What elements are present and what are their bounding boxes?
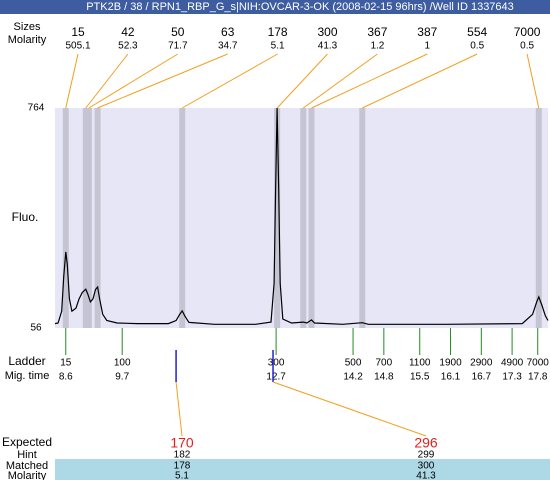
ladder-size: 500 bbox=[345, 358, 362, 369]
peak-size: 50 bbox=[171, 25, 185, 39]
ladder-size: 7000 bbox=[527, 358, 550, 369]
peak-band bbox=[274, 108, 281, 328]
peak-connector bbox=[526, 53, 540, 109]
matched-size: 178 bbox=[174, 461, 191, 472]
chart-title: PTK2B / 38 / RPN1_RBP_G_s|NIH:OVCAR-3-OK… bbox=[86, 1, 514, 13]
peak-band bbox=[300, 108, 307, 328]
peak-size: 300 bbox=[317, 25, 337, 39]
expected-label: Expected bbox=[2, 435, 52, 449]
matched-label: Matched bbox=[6, 460, 48, 472]
hint-size: 182 bbox=[174, 450, 191, 461]
peak-size: 554 bbox=[467, 25, 487, 39]
ladder-size: 15 bbox=[60, 358, 72, 369]
peak-connector bbox=[362, 53, 478, 109]
ladder-time: 17.8 bbox=[528, 372, 548, 383]
expected-connector bbox=[272, 381, 427, 437]
ladder-size: 4900 bbox=[501, 358, 524, 369]
peak-molarity: 71.7 bbox=[168, 41, 188, 52]
expected-size: 296 bbox=[414, 435, 438, 451]
matched-size: 300 bbox=[418, 461, 435, 472]
peak-size: 15 bbox=[71, 25, 85, 39]
peak-molarity: 52.3 bbox=[118, 41, 138, 52]
peak-band bbox=[85, 108, 92, 328]
peak-connector bbox=[85, 53, 129, 109]
molarity-label: Molarity bbox=[8, 34, 47, 46]
ladder-size: 2900 bbox=[470, 358, 493, 369]
peak-size: 367 bbox=[367, 25, 387, 39]
peak-connector bbox=[97, 53, 228, 109]
peak-molarity: 34.7 bbox=[218, 41, 238, 52]
matched-molarity: 5.1 bbox=[175, 471, 189, 480]
ladder-size: 1100 bbox=[409, 358, 431, 369]
peak-band bbox=[535, 108, 542, 328]
peak-connector bbox=[303, 53, 378, 109]
y-tick-label: 764 bbox=[28, 103, 45, 114]
ladder-time: 14.2 bbox=[343, 372, 363, 383]
peak-molarity: 505.1 bbox=[65, 41, 90, 52]
ladder-size: 700 bbox=[375, 358, 392, 369]
ladder-time: 17.3 bbox=[502, 372, 522, 383]
size-label: Sizes bbox=[14, 21, 41, 33]
ladder-time: 16.1 bbox=[441, 372, 461, 383]
expected-size: 170 bbox=[170, 435, 194, 451]
ladder-time: 8.6 bbox=[59, 372, 73, 383]
expected-connector bbox=[175, 381, 183, 437]
ladder-size: 100 bbox=[114, 358, 131, 369]
peak-band bbox=[62, 108, 69, 328]
trace bbox=[54, 107, 549, 325]
peak-connector bbox=[311, 53, 428, 109]
hint-label: Hint bbox=[17, 449, 37, 461]
peak-band bbox=[179, 108, 186, 328]
y-tick-label: 56 bbox=[30, 323, 42, 334]
hint-size: 299 bbox=[418, 450, 435, 461]
peak-molarity: 0.5 bbox=[520, 41, 534, 52]
ladder-label: Ladder bbox=[8, 354, 45, 368]
mig-time-label: Mig. time bbox=[5, 370, 50, 382]
peak-molarity: 0.5 bbox=[470, 41, 484, 52]
peak-size: 42 bbox=[121, 25, 135, 39]
molarity-row-label: Molarity bbox=[8, 470, 47, 480]
peak-size: 63 bbox=[221, 25, 235, 39]
peak-molarity: 41.3 bbox=[318, 41, 338, 52]
ladder-size: 300 bbox=[268, 358, 285, 369]
matched-molarity: 41.3 bbox=[416, 471, 436, 480]
ladder-time: 9.7 bbox=[115, 372, 129, 383]
peak-size: 7000 bbox=[514, 25, 541, 39]
peak-connector bbox=[276, 53, 328, 109]
y-axis-label: Fluo. bbox=[12, 210, 39, 224]
ladder-size: 1900 bbox=[439, 358, 462, 369]
ladder-time: 14.8 bbox=[374, 372, 394, 383]
matched-band bbox=[55, 459, 550, 480]
peak-connector bbox=[65, 53, 79, 109]
peak-connector bbox=[88, 53, 179, 109]
peak-connector bbox=[181, 53, 278, 109]
peak-molarity: 5.1 bbox=[271, 41, 285, 52]
ladder-time: 15.5 bbox=[410, 372, 430, 383]
peak-molarity: 1.2 bbox=[370, 41, 384, 52]
peak-band bbox=[94, 108, 101, 328]
ladder-time: 12.7 bbox=[266, 372, 286, 383]
peak-molarity: 1 bbox=[425, 41, 431, 52]
ladder-time: 16.7 bbox=[472, 372, 492, 383]
peak-band bbox=[359, 108, 366, 328]
peak-size: 387 bbox=[417, 25, 437, 39]
peak-size: 178 bbox=[268, 25, 288, 39]
title-bar bbox=[0, 0, 550, 14]
peak-band bbox=[308, 108, 315, 328]
peak-band bbox=[82, 108, 89, 328]
